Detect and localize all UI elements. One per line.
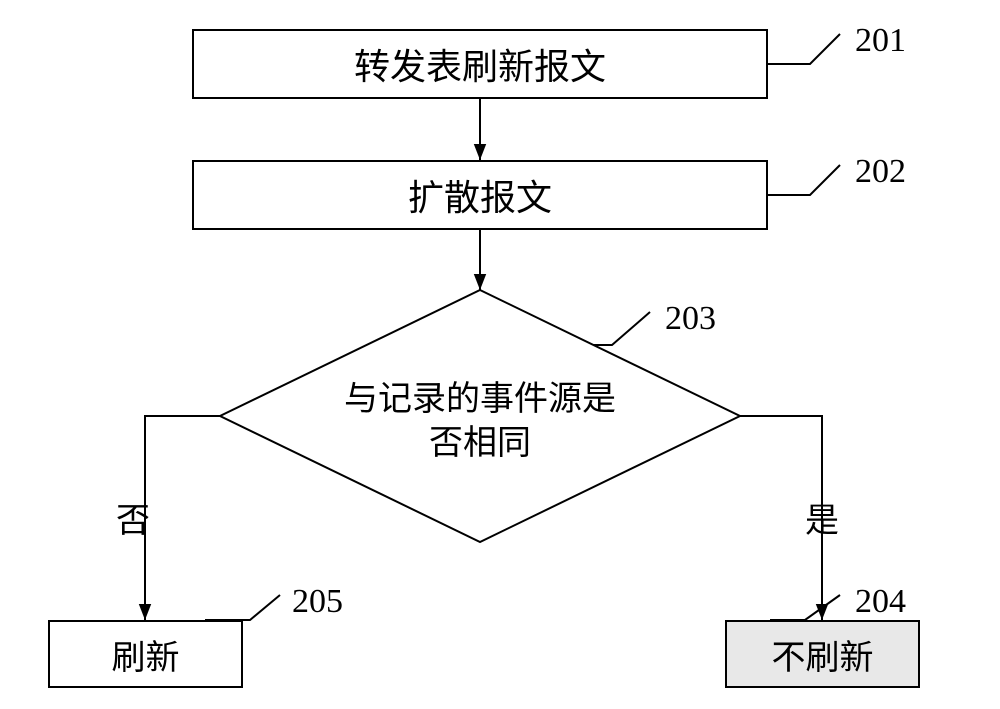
number-label-l205: 205 bbox=[292, 583, 343, 621]
number-label-l202: 202 bbox=[855, 153, 906, 191]
connector-callout202 bbox=[768, 165, 840, 195]
connector-callout204 bbox=[770, 595, 840, 620]
node-text1-n203: 与记录的事件源是 bbox=[344, 380, 616, 418]
branch-label-no: 否 bbox=[116, 493, 150, 542]
node-text2-n203: 否相同 bbox=[429, 424, 531, 462]
node-n204: 不刷新 bbox=[725, 620, 920, 688]
number-label-l204: 204 bbox=[855, 583, 906, 621]
connector-callout205 bbox=[205, 595, 280, 620]
branch-label-yes: 是 bbox=[805, 493, 839, 542]
node-text-n202: 扩散报文 bbox=[408, 169, 552, 221]
node-n205: 刷新 bbox=[48, 620, 243, 688]
number-label-l201: 201 bbox=[855, 22, 906, 60]
number-label-l203: 203 bbox=[665, 300, 716, 338]
flowchart-canvas: 与记录的事件源是否相同转发表刷新报文扩散报文不刷新刷新2012022032042… bbox=[0, 0, 1000, 709]
node-text-n205: 刷新 bbox=[112, 630, 180, 679]
node-n201: 转发表刷新报文 bbox=[192, 29, 768, 99]
connector-a_203_205 bbox=[145, 416, 220, 620]
flowchart-svg: 与记录的事件源是否相同 bbox=[0, 0, 1000, 709]
node-text-n201: 转发表刷新报文 bbox=[354, 38, 606, 90]
node-text-n204: 不刷新 bbox=[772, 630, 874, 679]
node-n202: 扩散报文 bbox=[192, 160, 768, 230]
connector-callout201 bbox=[768, 34, 840, 64]
